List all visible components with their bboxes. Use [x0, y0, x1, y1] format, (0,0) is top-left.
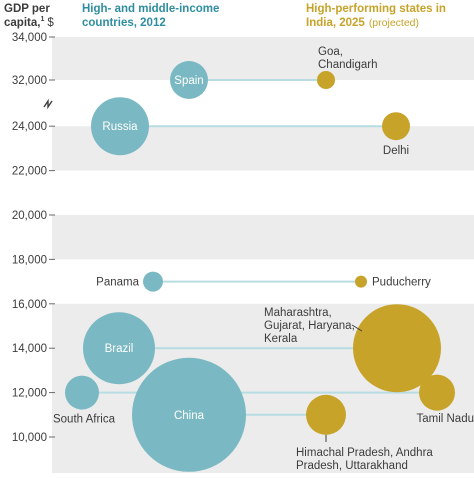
y-tick-label: 24,000	[12, 121, 47, 133]
state-label: Tamil Nadu	[416, 413, 474, 425]
y-tick-label: 14,000	[12, 343, 47, 355]
y-tick-label: 18,000	[12, 254, 47, 266]
axis-break-icon	[43, 98, 53, 110]
country-label: Russia	[102, 121, 138, 133]
leader-line	[351, 324, 363, 332]
background-band	[52, 37, 474, 80]
countries-header-line1: High- and middle-income	[82, 3, 219, 15]
country-bubble	[143, 271, 163, 292]
state-bubble	[382, 112, 410, 141]
country-label: South Africa	[53, 414, 116, 426]
state-bubble	[317, 71, 335, 89]
state-label: Goa, Chandigarh	[318, 46, 377, 71]
y-tick-label: 32,000	[12, 75, 47, 87]
country-label: Panama	[96, 277, 139, 289]
country-bubble	[83, 312, 155, 385]
y-axis-title-line1: GDP per	[4, 3, 50, 15]
state-label: Delhi	[383, 145, 409, 157]
india-header-line2: India, 2025 (projected)	[306, 17, 419, 29]
background-band	[52, 170, 474, 215]
india-header-line1: High-performing states in	[306, 3, 446, 15]
countries-header: High- and middle-income countries, 2012	[82, 3, 219, 29]
state-bubble	[419, 374, 455, 411]
state-label: Himachal Pradesh, Andhra Pradesh, Uttarak…	[296, 447, 433, 472]
country-bubble	[132, 357, 246, 472]
india-header: High-performing states in India, 2025 (pr…	[306, 3, 446, 29]
countries-header-line2: countries, 2012	[82, 17, 166, 29]
state-bubble	[306, 394, 346, 435]
y-axis: 34,000 32,000 24,000 22,000 20,000 18,000 16,0…	[12, 32, 55, 444]
state-bubble	[355, 275, 367, 288]
y-axis-title-line2: capita,1 $	[4, 16, 54, 29]
y-axis-title: GDP per capita,1 $	[4, 3, 54, 29]
y-tick-label: 20,000	[12, 210, 47, 222]
background-band	[52, 215, 474, 260]
country-label: Brazil	[105, 343, 134, 355]
state-label: Puducherry	[372, 277, 431, 289]
y-tick-label: 34,000	[12, 32, 47, 44]
country-label: Spain	[174, 75, 203, 87]
bubbles	[65, 61, 455, 472]
y-tick-label: 22,000	[12, 166, 47, 178]
connector-lines	[82, 79, 437, 416]
country-bubble	[91, 97, 149, 156]
country-label: China	[174, 410, 205, 422]
country-bubble	[170, 61, 208, 99]
country-bubble	[65, 375, 99, 410]
y-tick-label: 10,000	[12, 432, 47, 444]
bubble-labels: Spain Goa, Chandigarh Russia Delhi Panama Pudu…	[53, 46, 474, 472]
y-tick-label: 16,000	[12, 299, 47, 311]
state-bubble	[353, 304, 441, 393]
state-label: Maharashtra, Gujarat, Haryana, Kerala	[264, 307, 355, 345]
y-tick-label: 12,000	[12, 388, 47, 400]
